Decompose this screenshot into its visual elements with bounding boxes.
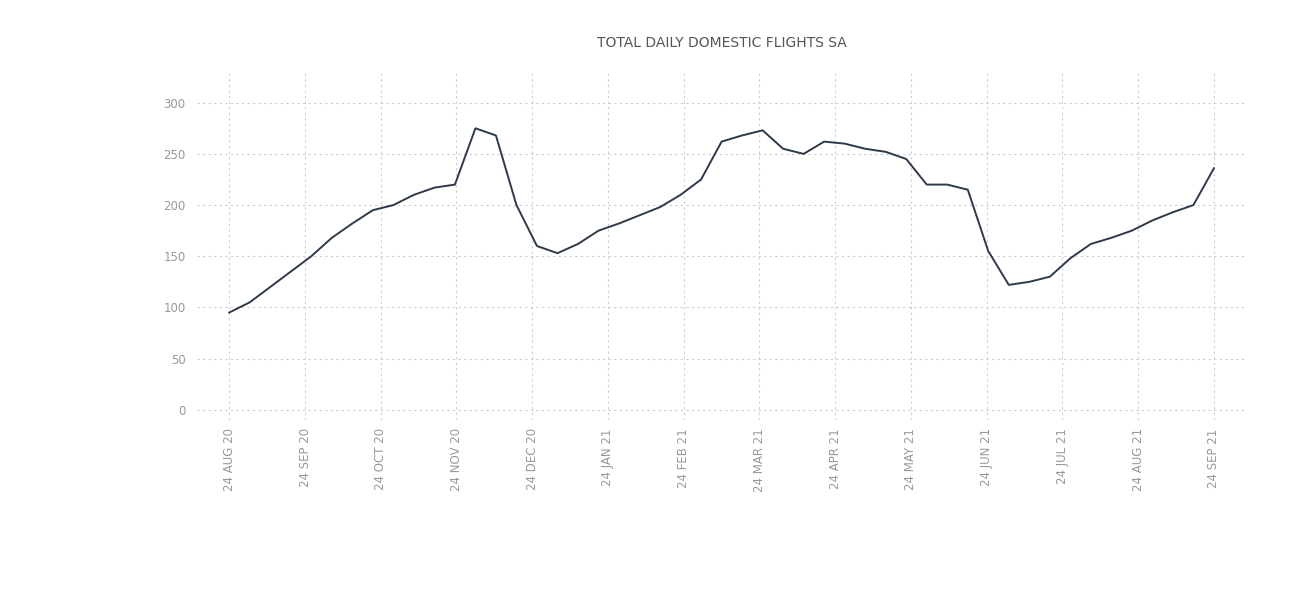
Title: TOTAL DAILY DOMESTIC FLIGHTS SA: TOTAL DAILY DOMESTIC FLIGHTS SA — [597, 36, 846, 50]
